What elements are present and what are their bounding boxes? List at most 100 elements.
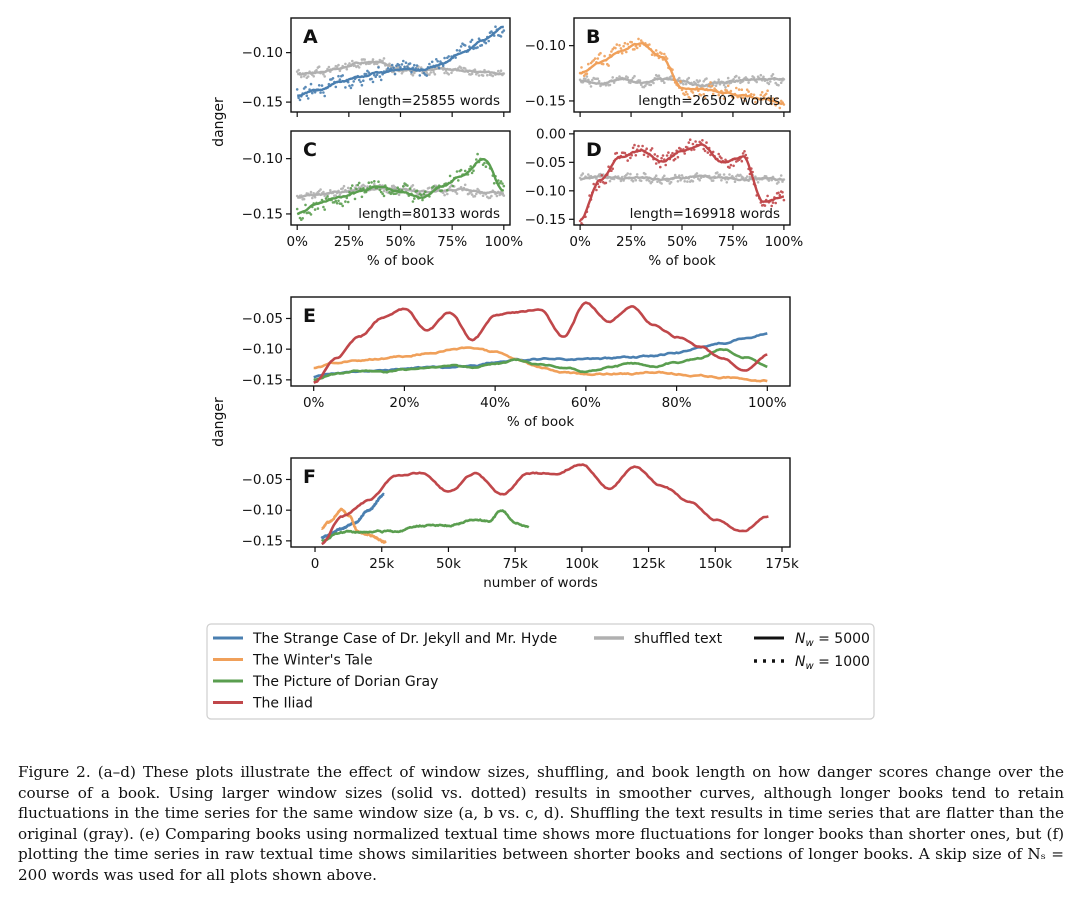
dot-point: [709, 81, 712, 84]
dot-point: [725, 89, 729, 92]
dot-point: [580, 66, 583, 69]
dot-point: [451, 184, 455, 188]
panel-label: F: [303, 466, 316, 488]
dot-point: [663, 174, 666, 178]
dot-point: [702, 147, 705, 151]
dot-point: [778, 193, 782, 197]
dot-point: [486, 73, 489, 77]
dot-point: [312, 192, 316, 195]
series-line-the-iliad: [321, 463, 769, 546]
legend-entry-label: The Picture of Dorian Gray: [252, 674, 438, 690]
dot-point: [477, 37, 481, 40]
dot-point: [589, 85, 593, 88]
dot-point: [747, 90, 750, 93]
dot-point: [320, 84, 324, 87]
dot-point: [458, 49, 462, 52]
dot-point: [623, 151, 627, 155]
dot-point: [771, 201, 775, 204]
x-tick-label: 150k: [698, 556, 732, 572]
dot-point: [604, 181, 608, 185]
dot-point: [718, 83, 722, 86]
dot-point: [741, 152, 745, 155]
dot-point: [469, 40, 473, 44]
dot-point: [502, 194, 506, 197]
dot-point: [469, 165, 473, 168]
dot-point: [370, 77, 373, 81]
dot-point: [494, 25, 497, 29]
series-line-the-winter-s-tale: [320, 507, 387, 544]
plot-area: [578, 37, 786, 110]
dot-point: [654, 174, 658, 177]
x-tick-label: 20%: [389, 395, 419, 411]
dot-point: [415, 189, 419, 192]
dot-point: [716, 171, 719, 174]
dot-point: [334, 199, 338, 203]
x-tick-label: 0%: [303, 395, 325, 411]
x-tick-label: 60%: [571, 395, 601, 411]
dot-point: [428, 62, 431, 66]
x-tick-label: 0%: [286, 234, 308, 250]
dot-point: [313, 208, 317, 211]
dot-point: [726, 76, 730, 80]
dot-point: [766, 194, 769, 198]
dot-point: [304, 203, 307, 207]
dot-point: [413, 197, 416, 200]
dot-point: [348, 62, 351, 65]
dot-point: [626, 76, 629, 79]
dot-point: [455, 192, 459, 195]
dot-point: [722, 83, 726, 87]
dot-point: [317, 84, 321, 87]
dot-point: [363, 184, 367, 188]
dot-point: [637, 37, 640, 41]
dot-point: [597, 185, 601, 189]
dot-point: [584, 77, 587, 81]
dot-point: [419, 193, 423, 197]
dot-point: [425, 74, 429, 77]
dot-point: [382, 194, 386, 198]
dot-point: [450, 71, 453, 75]
dot-point: [645, 147, 648, 150]
x-axis-label: % of book: [507, 414, 575, 430]
x-axis-label: number of words: [483, 575, 598, 591]
dot-point: [499, 35, 503, 38]
x-tick-label: 125k: [632, 556, 666, 572]
dot-point: [402, 59, 405, 63]
dot-point: [397, 63, 401, 67]
dot-point: [656, 154, 659, 158]
dot-point: [304, 85, 307, 89]
panel-label: C: [303, 139, 317, 161]
dot-point: [309, 213, 313, 216]
dot-point: [443, 56, 446, 60]
y-axis-label-top: danger: [211, 97, 227, 147]
dot-point: [600, 174, 604, 177]
dot-point: [373, 182, 376, 186]
dot-point: [701, 139, 704, 142]
dot-point: [614, 46, 617, 50]
dot-point: [311, 196, 314, 200]
dot-point: [360, 83, 364, 87]
y-tick-label: −0.15: [242, 95, 283, 111]
dot-point: [359, 80, 362, 84]
dot-point: [663, 81, 666, 84]
dot-point: [323, 75, 327, 78]
panel-length-note: length=26502 words: [638, 93, 780, 109]
dot-point: [419, 66, 423, 69]
y-tick-label: −0.15: [242, 533, 283, 549]
dot-point: [340, 202, 343, 206]
series-line-the-winter-s-tale: [579, 42, 784, 106]
dot-point: [703, 96, 707, 100]
dot-point: [653, 153, 657, 156]
dot-point: [408, 187, 412, 190]
dot-point: [313, 91, 317, 94]
dot-point: [455, 49, 459, 52]
dot-point: [322, 205, 325, 209]
dot-point: [502, 184, 506, 188]
dot-point: [648, 179, 651, 183]
dot-point: [312, 75, 316, 78]
dot-point: [629, 172, 632, 176]
dot-point: [591, 78, 594, 82]
dot-point: [619, 47, 623, 50]
panel-length-note: length=80133 words: [358, 206, 500, 222]
dot-point: [406, 184, 409, 187]
